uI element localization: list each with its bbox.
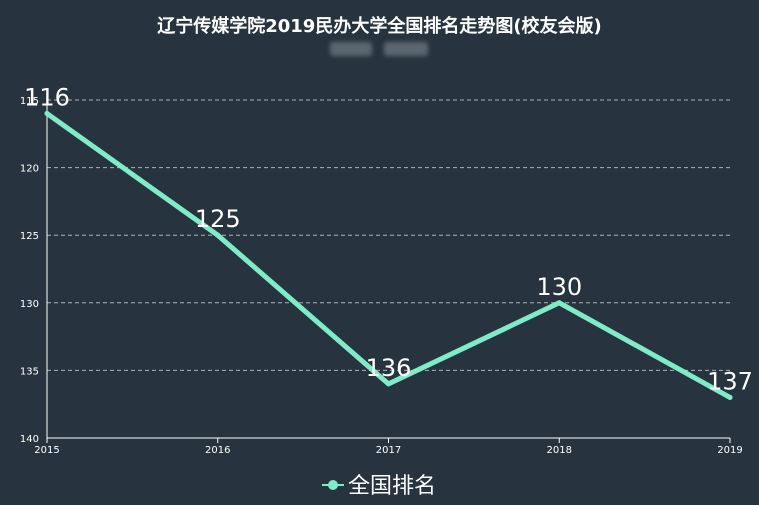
y-tick-label: 140 (20, 434, 39, 445)
data-label: 136 (366, 354, 412, 382)
data-point (215, 232, 221, 238)
y-tick-label: 130 (20, 299, 39, 310)
legend-marker (328, 480, 338, 490)
data-point (727, 394, 733, 400)
x-tick-label: 2016 (205, 445, 230, 456)
series-layer (44, 111, 733, 400)
y-tick-label: 135 (20, 366, 39, 377)
x-tick-label: 2015 (34, 445, 59, 456)
grid-lines (47, 99, 730, 371)
y-tick-label: 125 (20, 231, 39, 242)
data-label: 130 (536, 273, 582, 301)
data-point (44, 111, 50, 117)
data-labels: 116 125 136 130 137 (24, 84, 753, 396)
legend[interactable]: 全国排名 (322, 474, 436, 499)
data-point (556, 300, 562, 306)
x-tick-label: 2018 (547, 445, 572, 456)
subtitle-redacted (384, 42, 428, 56)
x-tick-label: 2017 (376, 445, 401, 456)
chart-title: 辽宁传媒学院2019民办大学全国排名走势图(校友会版) (157, 16, 602, 37)
subtitle-redacted (330, 42, 372, 56)
legend-label: 全国排名 (348, 474, 436, 499)
data-label: 125 (195, 205, 241, 233)
x-tick-label: 2019 (717, 445, 742, 456)
data-point (386, 381, 391, 387)
data-label: 137 (707, 367, 753, 395)
y-tick-label: 115 (20, 96, 39, 107)
y-tick-label: 120 (20, 164, 39, 175)
data-label: 116 (24, 84, 70, 112)
